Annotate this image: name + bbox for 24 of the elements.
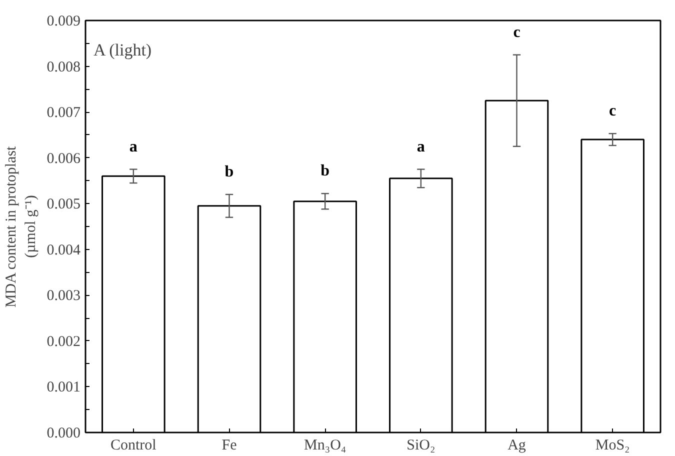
y-tick-label: 0.000 [46, 426, 80, 442]
annotation: c [513, 24, 520, 41]
annotation: a [129, 138, 138, 156]
y-tick-label: 0.006 [46, 150, 81, 167]
annotation: A (light) [94, 40, 152, 60]
y-tick-label: 0.001 [46, 380, 80, 396]
x-tick-label: Ag [508, 438, 526, 454]
y-tick-label: 0.003 [46, 288, 80, 304]
y-tick-label: 0.009 [46, 14, 80, 30]
y-tick-label: 0.004 [46, 242, 81, 258]
y-axis-title: MDA content in protoplast (µmol g⁻¹) [4, 145, 39, 308]
x-tick-label: Control [110, 438, 156, 454]
annotation: b [320, 162, 330, 180]
x-tick-label: Fe [222, 438, 238, 454]
x-tick-label: Mn₃O₄ [304, 438, 346, 454]
y-tick-label: 0.005 [46, 196, 80, 213]
annotation: b [224, 163, 234, 180]
y-tick-label: 0.007 [46, 105, 81, 122]
y-tick-label: 0.008 [46, 59, 80, 76]
annotation: c [609, 102, 616, 120]
x-tick-label: MoS₂ [595, 438, 630, 454]
y-tick-label: 0.002 [46, 334, 80, 350]
x-tick-label: SiO₂ [406, 438, 436, 454]
annotation: a [416, 138, 425, 156]
